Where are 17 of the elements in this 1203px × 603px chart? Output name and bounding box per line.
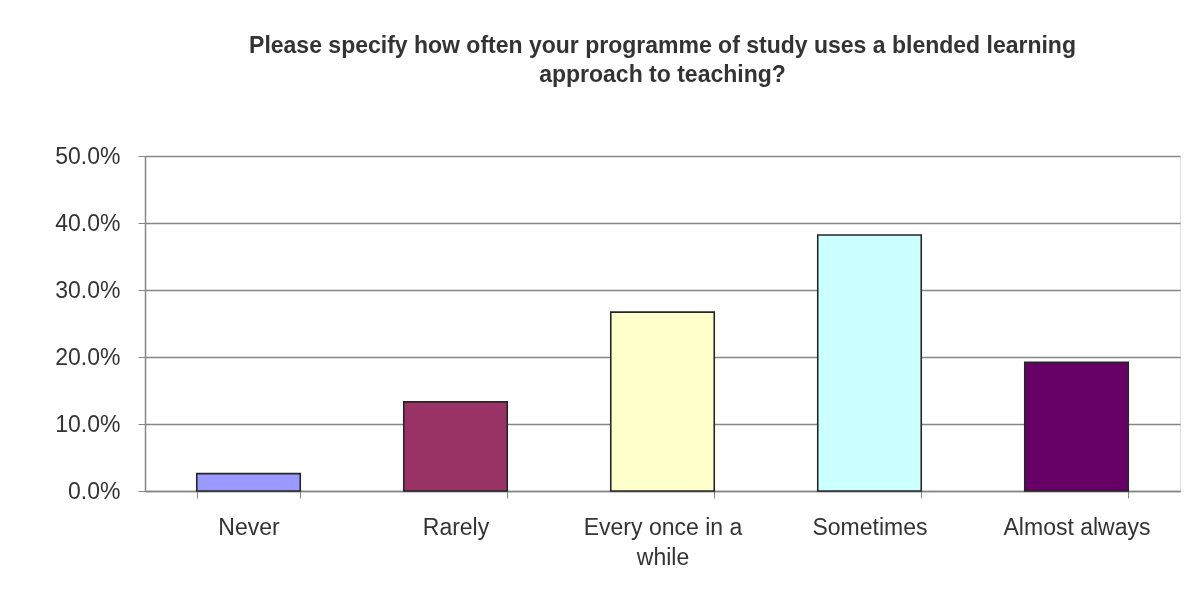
chart-title: Please specify how often your programme of study uses a blended learning approach to teaching?: [249, 32, 1076, 87]
bar: [402, 401, 509, 492]
y-tick-label: 20.0%: [55, 343, 121, 370]
x-tick-label: Almost always: [1003, 513, 1151, 540]
bar: [609, 311, 716, 492]
y-tick-label: 30.0%: [55, 276, 121, 303]
y-tick-label: 0.0%: [68, 477, 121, 504]
bar: [816, 234, 923, 492]
y-tick-label: 10.0%: [55, 410, 121, 437]
y-tick-label: 50.0%: [55, 142, 121, 169]
x-tick-label: Sometimes: [812, 513, 928, 540]
bar: [1023, 361, 1130, 492]
x-tick-label: Rarely: [422, 513, 490, 540]
x-tick-label: Every once in a while: [583, 513, 743, 570]
x-tick-label: Never: [218, 513, 281, 540]
y-tick-label: 40.0%: [55, 209, 121, 236]
bar: [195, 472, 302, 492]
